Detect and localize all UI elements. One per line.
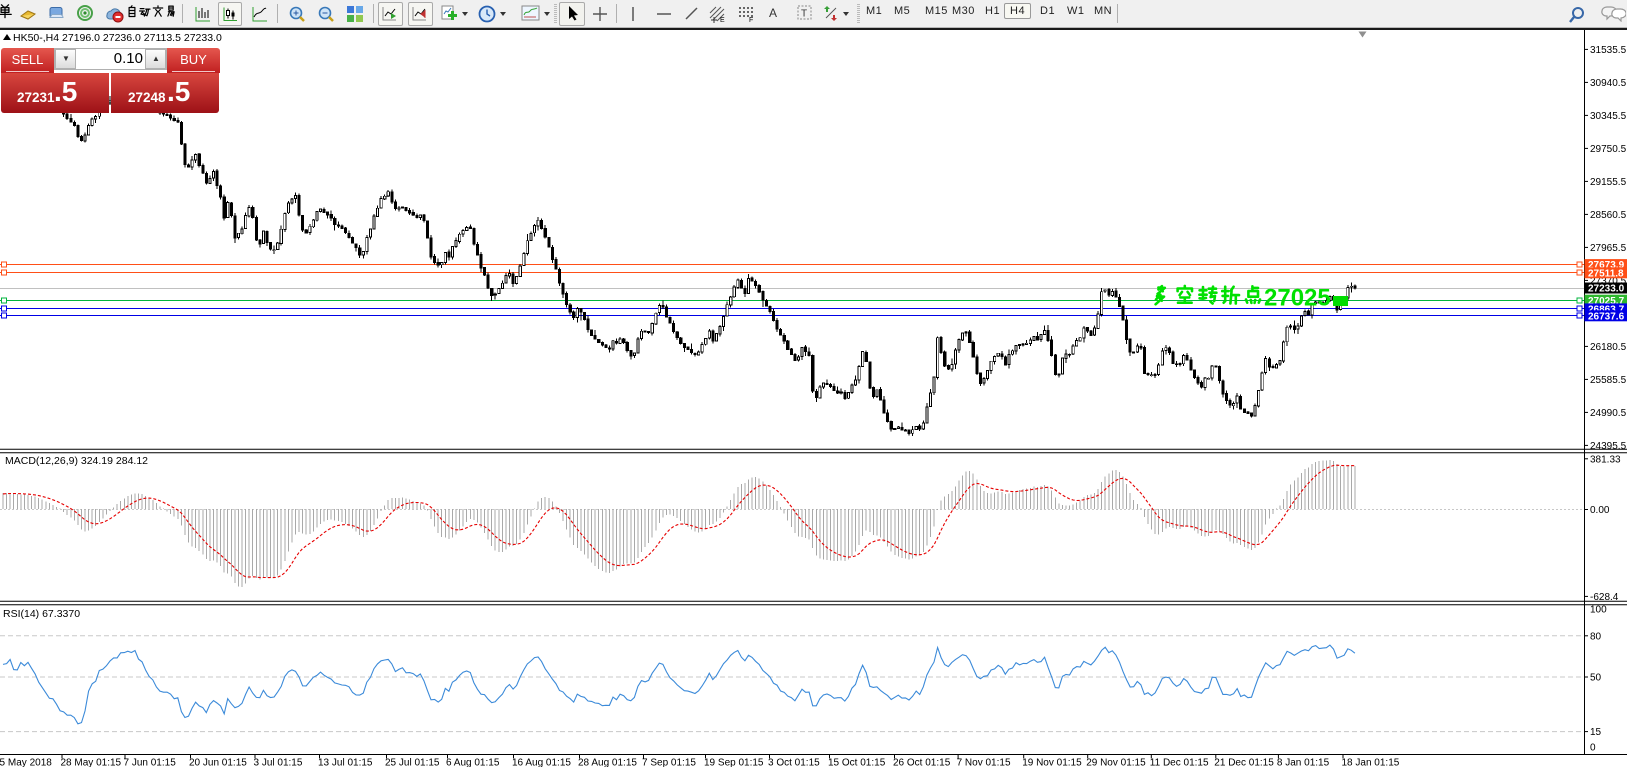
- svg-text:27233.0: 27233.0: [1588, 284, 1625, 295]
- svg-text:24395.5: 24395.5: [1590, 441, 1627, 452]
- svg-text:28560.5: 28560.5: [1590, 210, 1627, 221]
- svg-text:6 Aug 01:15: 6 Aug 01:15: [446, 758, 500, 767]
- svg-text:25585.5: 25585.5: [1590, 375, 1627, 386]
- svg-text:21 Dec 01:15: 21 Dec 01:15: [1214, 758, 1274, 767]
- svg-text:30345.5: 30345.5: [1590, 111, 1627, 122]
- svg-text:19 Nov 01:15: 19 Nov 01:15: [1022, 758, 1082, 767]
- svg-text:28 May 01:15: 28 May 01:15: [61, 758, 122, 767]
- svg-text:26863.7: 26863.7: [1588, 305, 1625, 316]
- svg-text:T: T: [801, 9, 807, 20]
- svg-text:27673.9: 27673.9: [1588, 260, 1625, 271]
- svg-text:26180.5: 26180.5: [1590, 342, 1627, 353]
- svg-text:27965.5: 27965.5: [1590, 243, 1627, 254]
- svg-text:381.33: 381.33: [1590, 454, 1621, 465]
- svg-text:F: F: [749, 17, 753, 23]
- svg-text:7 Jun 01:15: 7 Jun 01:15: [124, 758, 177, 767]
- svg-text:29155.5: 29155.5: [1590, 177, 1627, 188]
- svg-text:31535.5: 31535.5: [1590, 45, 1627, 56]
- svg-text:11 Dec 01:15: 11 Dec 01:15: [1150, 758, 1209, 767]
- svg-text:3 Jul 01:15: 3 Jul 01:15: [254, 758, 303, 767]
- svg-text:27025: 27025: [1264, 285, 1331, 312]
- svg-text:80: 80: [1590, 631, 1602, 642]
- svg-text:29 Nov 01:15: 29 Nov 01:15: [1086, 758, 1146, 767]
- svg-text:13 Jul 01:15: 13 Jul 01:15: [318, 758, 373, 767]
- svg-text:26 Oct 01:15: 26 Oct 01:15: [893, 758, 951, 767]
- svg-text:15 May 2018: 15 May 2018: [0, 758, 52, 767]
- svg-text:15: 15: [1590, 727, 1602, 738]
- svg-text:0: 0: [1590, 743, 1596, 754]
- svg-text:E: E: [720, 17, 725, 24]
- svg-text:7 Nov 01:15: 7 Nov 01:15: [957, 758, 1011, 767]
- svg-text:26737.6: 26737.6: [1588, 311, 1625, 322]
- svg-text:30940.5: 30940.5: [1590, 78, 1627, 89]
- svg-text:27511.8: 27511.8: [1588, 268, 1624, 279]
- svg-text:20 Jun 01:15: 20 Jun 01:15: [189, 758, 247, 767]
- svg-text:24990.5: 24990.5: [1590, 408, 1627, 419]
- svg-text:27370.5: 27370.5: [1590, 276, 1627, 287]
- svg-text:16 Aug 01:15: 16 Aug 01:15: [512, 758, 571, 767]
- svg-text:8 Jan 01:15: 8 Jan 01:15: [1277, 758, 1330, 767]
- svg-text:MACD(12,26,9) 324.19 284.12: MACD(12,26,9) 324.19 284.12: [5, 455, 148, 467]
- svg-text:RSI(14) 67.3370: RSI(14) 67.3370: [3, 608, 80, 620]
- svg-text:-628.4: -628.4: [1590, 592, 1619, 603]
- svg-text:25 Jul 01:15: 25 Jul 01:15: [385, 758, 440, 767]
- svg-text:50: 50: [1590, 673, 1602, 684]
- svg-text:19 Sep 01:15: 19 Sep 01:15: [704, 758, 764, 767]
- svg-text:HK50-,H4 27196.0 27236.0 2711: HK50-,H4 27196.0 27236.0 27113.5 27233.0: [13, 32, 222, 44]
- svg-text:27025.7: 27025.7: [1588, 296, 1625, 307]
- svg-text:0.00: 0.00: [1590, 505, 1610, 516]
- svg-text:7 Sep 01:15: 7 Sep 01:15: [642, 758, 696, 767]
- svg-text:28 Aug 01:15: 28 Aug 01:15: [578, 758, 637, 767]
- svg-text:15 Oct 01:15: 15 Oct 01:15: [828, 758, 886, 767]
- svg-text:18 Jan 01:15: 18 Jan 01:15: [1342, 758, 1400, 767]
- svg-text:100: 100: [1590, 604, 1607, 615]
- svg-text:29750.5: 29750.5: [1590, 144, 1627, 155]
- svg-text:3 Oct 01:15: 3 Oct 01:15: [768, 758, 820, 767]
